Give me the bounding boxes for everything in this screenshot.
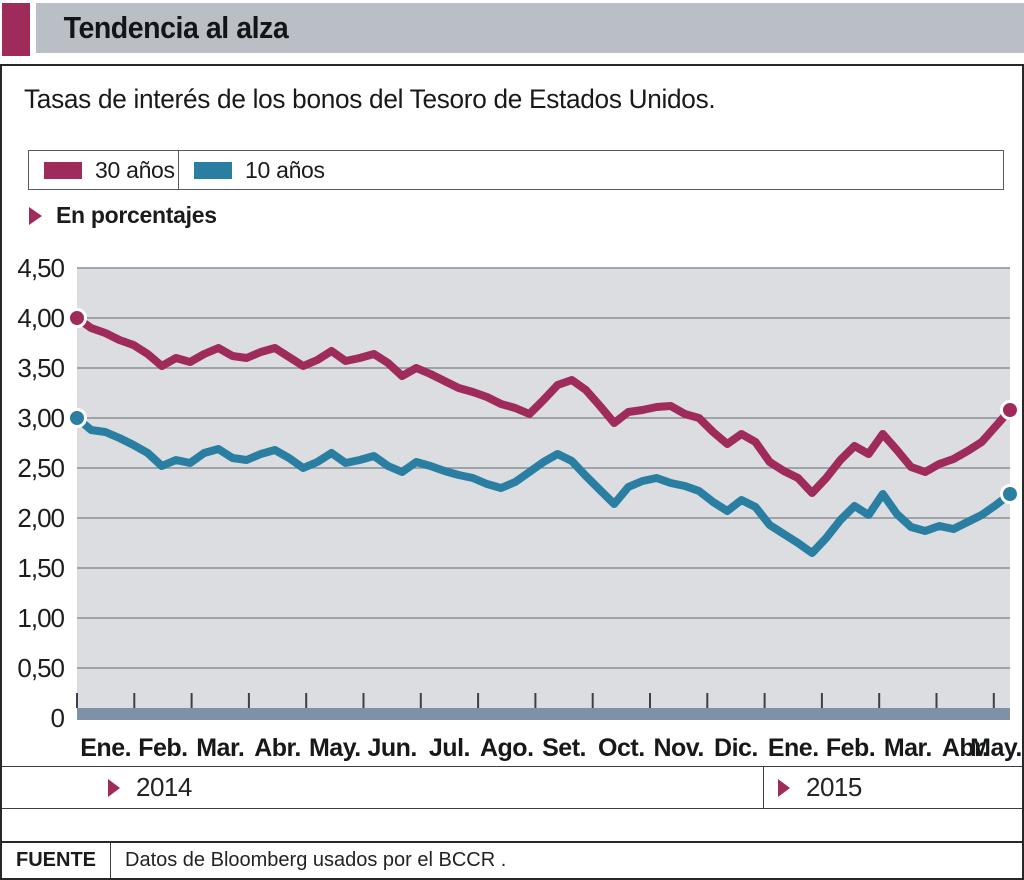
x-axis-label: Mar. [884,734,932,761]
plot-area [77,268,1010,708]
year-label-2014: 2014 [136,772,192,802]
x-axis-label: May. [970,734,1022,761]
x-axis-label: Set. [542,734,586,761]
arrow-right-icon [29,206,42,225]
source-bar: FUENTE Datos de Bloomberg usados por el … [2,841,1022,878]
year-band: 2014 2015 [2,766,1022,809]
source-label: FUENTE [2,843,111,878]
x-axis-label: Ago. [480,734,534,761]
legend-item-10-anos: 10 años [179,151,1003,189]
legend-item-30-anos: 30 años [29,151,179,189]
chart-subtitle: Tasas de interés de los bonos del Tesoro… [24,84,716,114]
x-axis-baseline [77,708,1010,720]
legend-swatch-10-anos [194,161,232,179]
x-axis-label: Ene. [768,734,819,761]
x-axis-label: Jul. [429,734,470,761]
x-axis-label: Dic. [714,734,758,761]
legend-swatch-30-anos [44,161,82,179]
y-axis-label: 3,50 [17,353,64,383]
start-marker-30-anos [67,308,87,328]
chart-plot: 4,50 4,00 3,50 3,00 2,50 2,00 1,50 1,00 0,50 0 Ene… [2,253,1024,762]
y-axis-label: 0 [51,703,65,733]
x-axis-label: Abr. [254,734,301,761]
y-axis-label: 3,00 [17,403,64,433]
source-text: Datos de Bloomberg usados por el BCCR . [125,849,507,871]
line-chart: 4,50 4,00 3,50 3,00 2,50 2,00 1,50 1,00 0,50 0 Ene… [17,253,1022,762]
year-cell-2015: 2015 [764,767,1022,808]
end-marker-10-anos [1000,484,1020,504]
legend-label-30-anos: 30 años [95,156,175,183]
x-axis-label: Abr. [942,734,989,761]
x-axis-label: Feb. [826,734,875,761]
y-axis-label: 0,50 [17,653,64,683]
x-axis-label: Ene. [80,734,131,761]
end-marker-30-anos [1000,400,1020,420]
y-axis-label: 4,50 [17,256,64,283]
unit-note-label: En porcentajes [56,202,217,228]
page-title: Tendencia al alza [63,10,289,45]
series-line-30-anos [73,314,1014,497]
y-axis-label: 1,50 [17,553,64,583]
x-axis-label: Feb. [138,734,187,761]
y-axis-label: 2,50 [17,453,64,483]
year-cell-2014: 2014 [2,767,764,808]
chart-card: Tasas de interés de los bonos del Tesoro… [0,64,1024,880]
header-bar: Tendencia al alza [36,3,1024,53]
x-axis-label: Nov. [653,734,703,761]
x-axis-label: Oct. [598,734,645,761]
start-marker-10-anos [67,408,87,428]
chart-legend: 30 años 10 años [28,150,1004,190]
y-axis-label: 4,00 [17,303,64,333]
unit-note: En porcentajes [29,202,217,229]
arrow-right-icon [108,778,120,797]
y-axis-label: 2,00 [17,503,64,533]
header-accent-block [2,3,30,56]
year-label-2015: 2015 [806,772,862,802]
x-axis-label: Jun. [367,734,416,761]
x-axis-label: Mar. [196,734,244,761]
y-axis-label: 1,00 [17,603,64,633]
arrow-right-icon [778,778,790,797]
x-axis-label: May. [309,734,361,761]
series-line-10-anos [73,414,1014,557]
legend-label-10-anos: 10 años [245,156,325,183]
